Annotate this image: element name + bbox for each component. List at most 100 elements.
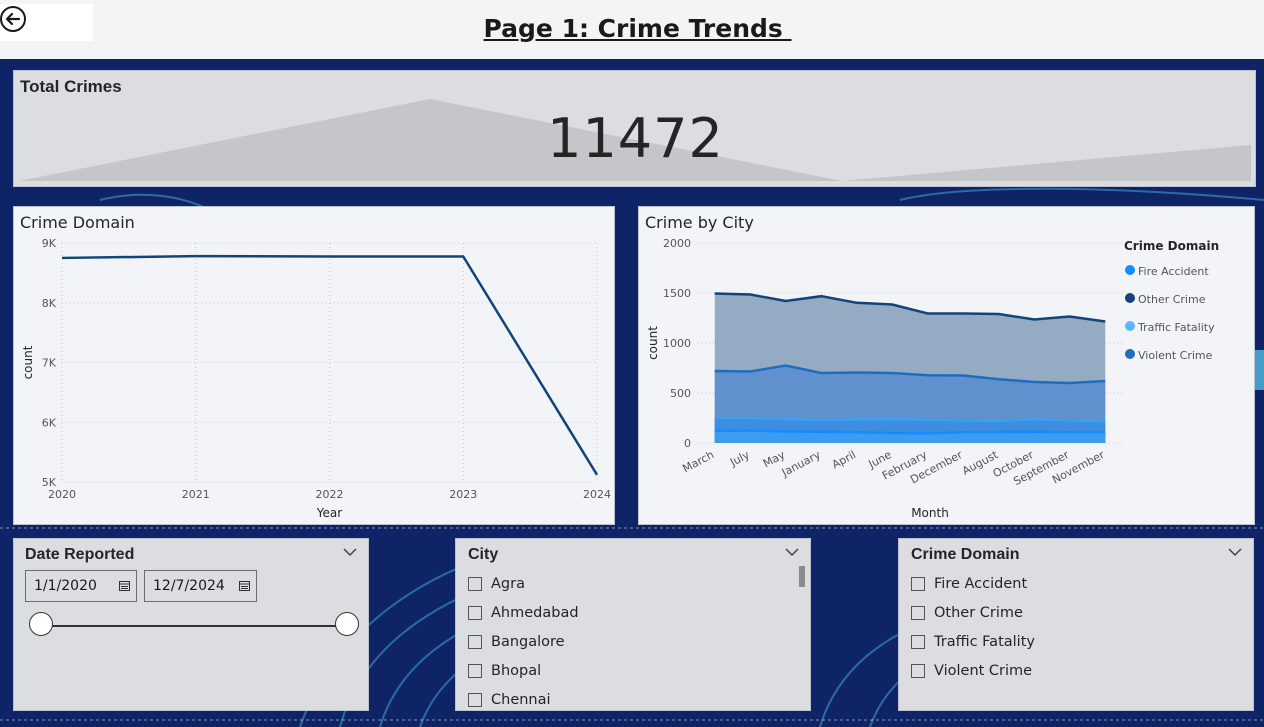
area-series-line: [714, 292, 1106, 323]
legend-label: Fire Accident: [1138, 265, 1209, 278]
slider-end-handle[interactable]: [335, 612, 359, 636]
checkbox[interactable]: [468, 576, 482, 591]
date-slicer-title: Date Reported: [25, 546, 135, 563]
x-tick-label: 2024: [583, 488, 611, 501]
checkbox[interactable]: [911, 605, 925, 620]
domain-label: Fire Accident: [934, 575, 1028, 592]
city-list: Agra Ahmedabad Bangalore Bhopal Chennai: [468, 569, 579, 714]
city-label: Bhopal: [491, 662, 542, 679]
area-series-fill: [714, 430, 1106, 443]
legend-label: Violent Crime: [1138, 349, 1213, 362]
y-axis-title: count: [646, 326, 660, 360]
domain-item[interactable]: Fire Accident: [911, 569, 1035, 598]
y-tick-label: 2000: [663, 237, 691, 250]
date-reported-slicer[interactable]: Date Reported 1/1/2020 12/7/2024: [13, 538, 369, 711]
x-tick-label: April: [830, 448, 858, 471]
chevron-down-icon[interactable]: [1227, 545, 1243, 559]
date-range-slider-track[interactable]: [42, 625, 348, 627]
calendar-icon[interactable]: [119, 581, 130, 591]
city-label: Bangalore: [491, 633, 565, 650]
area-chart-title: Crime by City: [645, 213, 754, 232]
crime-by-city-area-chart[interactable]: Crime by City 0 500 1000 1500 2000 March July M…: [638, 206, 1255, 525]
area-series-line: [714, 364, 1106, 385]
city-item[interactable]: Bangalore: [468, 627, 579, 656]
kpi-background-trend: [19, 99, 1251, 181]
city-label: Chennai: [491, 691, 551, 708]
checkbox[interactable]: [468, 634, 482, 649]
x-axis-title: Year: [316, 506, 342, 520]
legend-marker: [1125, 293, 1135, 303]
domain-item[interactable]: Violent Crime: [911, 656, 1035, 685]
start-date-value: 1/1/2020: [34, 578, 97, 594]
start-date-input[interactable]: 1/1/2020: [25, 570, 137, 602]
x-tick-label: July: [727, 448, 752, 469]
area-series-line: [714, 429, 1106, 435]
domain-label: Other Crime: [934, 604, 1023, 621]
city-label: Ahmedabad: [491, 604, 579, 621]
domain-list: Fire Accident Other Crime Traffic Fatali…: [911, 569, 1035, 685]
scrollbar-thumb[interactable]: [799, 566, 805, 587]
kpi-title: Total Crimes: [20, 77, 122, 96]
checkbox[interactable]: [911, 634, 925, 649]
domain-slicer-title: Crime Domain: [911, 546, 1020, 563]
city-slicer-title: City: [468, 546, 499, 563]
legend-marker: [1125, 321, 1135, 331]
domain-label: Traffic Fatality: [934, 633, 1035, 650]
domain-label: Violent Crime: [934, 662, 1033, 679]
crime-domain-slicer[interactable]: Crime Domain Fire Accident Other Crime T…: [898, 538, 1254, 711]
line-series: [61, 254, 599, 476]
domain-item[interactable]: Traffic Fatality: [911, 627, 1035, 656]
city-item[interactable]: Chennai: [468, 685, 579, 714]
checkbox[interactable]: [911, 663, 925, 678]
checkbox[interactable]: [468, 663, 482, 678]
city-slicer[interactable]: City Agra Ahmedabad Bangalore Bhopal Che…: [455, 538, 811, 711]
y-tick-label: 500: [670, 387, 691, 400]
city-item[interactable]: Ahmedabad: [468, 598, 579, 627]
end-date-value: 12/7/2024: [153, 578, 225, 594]
legend-marker: [1125, 349, 1135, 359]
y-tick-label: 8K: [42, 297, 57, 310]
chevron-down-icon[interactable]: [784, 545, 800, 559]
x-axis-title: Month: [911, 506, 949, 520]
y-axis-title: count: [21, 345, 35, 379]
back-arrow-icon: [0, 6, 26, 32]
line-chart-title: Crime Domain: [20, 213, 135, 232]
checkbox[interactable]: [468, 605, 482, 620]
y-tick-label: 1500: [663, 287, 691, 300]
y-tick-label: 0: [684, 437, 691, 450]
x-tick-label: 2021: [182, 488, 210, 501]
legend-label: Other Crime: [1138, 293, 1206, 306]
x-tick-label: January: [779, 448, 823, 480]
legend-label: Traffic Fatality: [1137, 321, 1215, 334]
y-tick-label: 9K: [42, 237, 57, 250]
slider-start-handle[interactable]: [29, 612, 53, 636]
end-date-input[interactable]: 12/7/2024: [144, 570, 257, 602]
legend-title: Crime Domain: [1124, 239, 1219, 253]
checkbox[interactable]: [468, 692, 482, 707]
chevron-down-icon[interactable]: [342, 545, 358, 559]
header-bar: Page 1: Crime Trends: [0, 0, 1264, 59]
total-crimes-card[interactable]: Total Crimes 11472: [13, 70, 1256, 187]
y-tick-label: 7K: [42, 357, 57, 370]
legend-marker: [1125, 265, 1135, 275]
line-chart-svg: 5K 6K 7K 8K 9K 2020 2021 2022 2023 2024 Year count: [21, 237, 611, 520]
x-tick-label: March: [680, 448, 716, 475]
y-tick-label: 1000: [663, 337, 691, 350]
back-button[interactable]: [0, 5, 28, 33]
x-tick-label: 2020: [48, 488, 76, 501]
checkbox[interactable]: [911, 576, 925, 591]
y-tick-label: 6K: [42, 416, 57, 429]
city-label: Agra: [491, 575, 525, 592]
y-tick-label: 5K: [42, 476, 57, 489]
crime-domain-line-chart[interactable]: Crime Domain 5K 6K 7K 8K 9K 2020 2021 2022 2023 2…: [13, 206, 615, 525]
domain-item[interactable]: Other Crime: [911, 598, 1035, 627]
calendar-icon[interactable]: [239, 581, 250, 591]
x-tick-label: 2022: [316, 488, 344, 501]
x-tick-label: 2023: [449, 488, 477, 501]
kpi-value: 11472: [547, 107, 724, 170]
page-title: Page 1: Crime Trends: [483, 14, 792, 43]
area-series-line: [714, 416, 1106, 423]
city-item[interactable]: Bhopal: [468, 656, 579, 685]
city-item[interactable]: Agra: [468, 569, 579, 598]
